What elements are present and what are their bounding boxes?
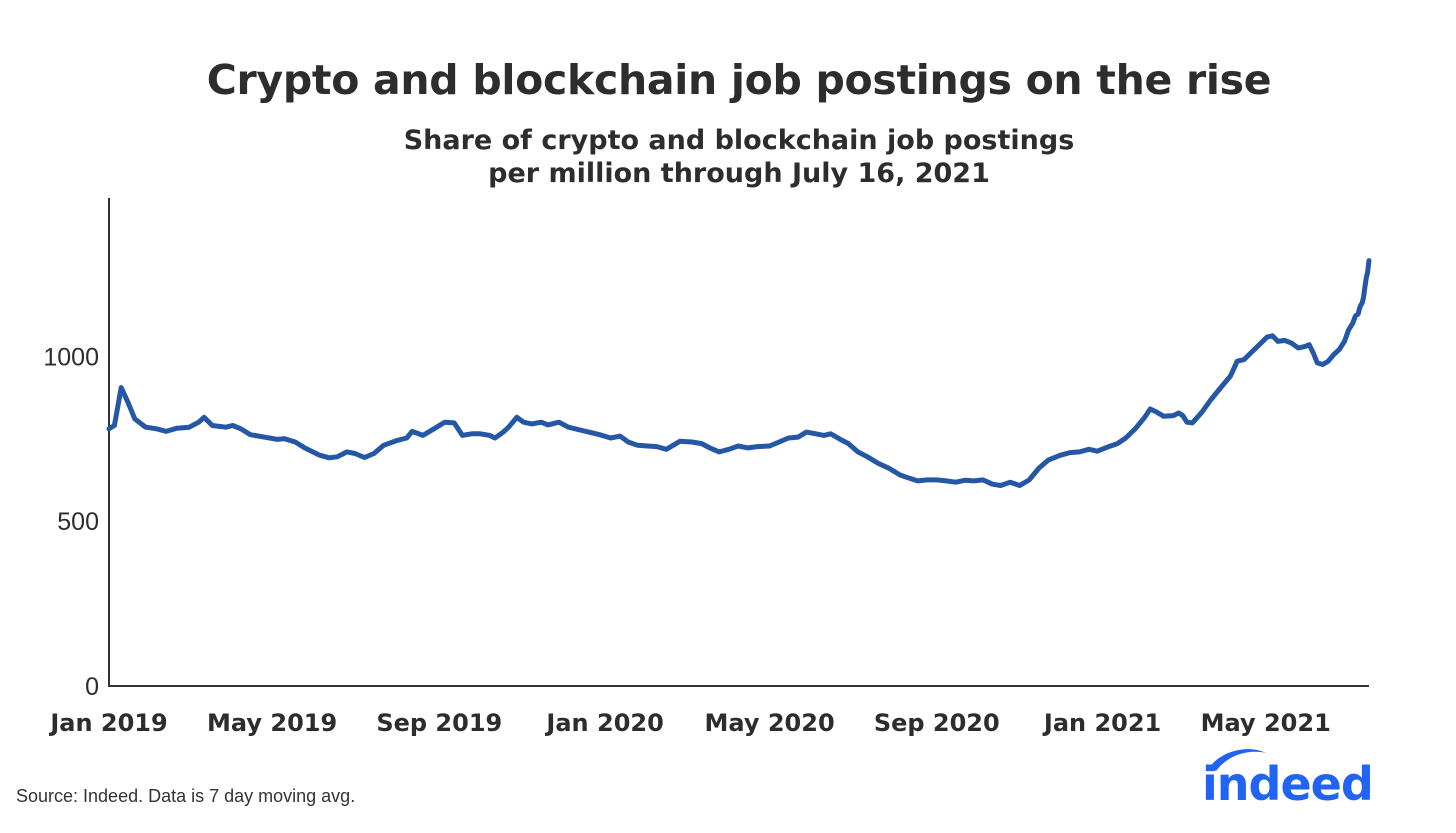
y-tick-label: 500 xyxy=(57,508,99,536)
chart-title: Crypto and blockchain job postings on th… xyxy=(206,56,1272,104)
x-tick-label: May 2021 xyxy=(1201,709,1331,737)
x-tick-label: May 2020 xyxy=(705,709,835,737)
chart-series xyxy=(106,258,1372,488)
y-axis-tick-labels: 0 500 1000 xyxy=(43,343,99,701)
y-tick-label: 1000 xyxy=(43,343,99,371)
logo-swoosh xyxy=(1208,749,1266,771)
indeed-logo[interactable]: indeed xyxy=(1198,745,1378,809)
x-tick-label: Sep 2020 xyxy=(874,709,1000,737)
chart-axes xyxy=(108,198,1369,687)
logo-wordmark: indeed xyxy=(1202,757,1373,809)
y-tick-label: 0 xyxy=(85,673,99,701)
x-tick-label: May 2019 xyxy=(207,709,337,737)
chart-subtitle-line-2: per million through July 16, 2021 xyxy=(488,158,990,189)
chart-subtitle: Share of crypto and blockchain job posti… xyxy=(0,124,1456,190)
x-tick-label: Sep 2019 xyxy=(376,709,502,737)
x-tick-label: Jan 2021 xyxy=(1042,709,1161,737)
source-note: Source: Indeed. Data is 7 day moving avg… xyxy=(16,786,356,806)
x-tick-label: Jan 2020 xyxy=(544,709,663,737)
x-axis-tick-labels: Jan 2019 May 2019 Sep 2019 Jan 2020 May 2020… xyxy=(48,709,1330,737)
x-tick-label: Jan 2019 xyxy=(48,709,167,737)
series-line xyxy=(106,258,1372,488)
chart-subtitle-line-1: Share of crypto and blockchain job posti… xyxy=(403,125,1075,156)
